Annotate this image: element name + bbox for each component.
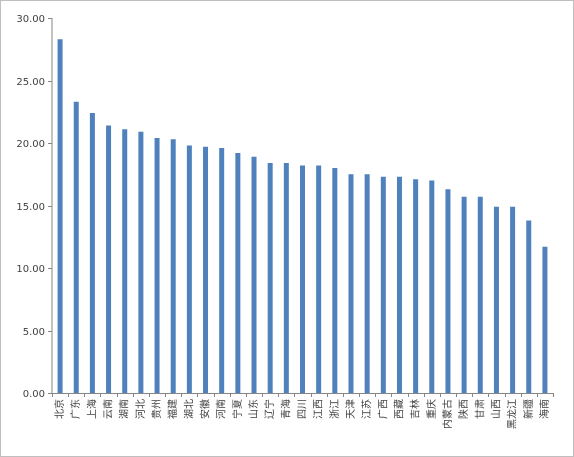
x-tick-label: 黑龙江 — [506, 399, 519, 429]
x-tick-label: 辽宁 — [263, 399, 276, 419]
x-tick-label: 海南 — [538, 399, 551, 419]
x-tick-label: 安徽 — [199, 399, 212, 419]
x-tick-label: 北京 — [53, 399, 66, 419]
bar — [380, 176, 386, 393]
bar — [477, 196, 483, 393]
bar — [445, 189, 451, 393]
x-tick-label: 江苏 — [360, 399, 373, 419]
bar — [332, 168, 338, 393]
bar — [429, 180, 435, 393]
bar — [348, 174, 354, 393]
x-tick-label: 河北 — [135, 399, 147, 419]
bar — [122, 129, 128, 393]
y-tick-label: 5.00 — [23, 327, 45, 338]
x-tick-label: 宁夏 — [231, 399, 244, 419]
x-tick-label: 吉林 — [409, 399, 422, 419]
x-tick-label: 新疆 — [522, 399, 535, 419]
bar — [542, 246, 548, 393]
x-tick-label: 内蒙古 — [441, 399, 454, 429]
y-tick-label: 15.00 — [16, 202, 45, 213]
x-tick-label: 青海 — [279, 399, 292, 419]
x-tick-label: 西藏 — [393, 399, 405, 419]
x-tick-label: 江西 — [313, 399, 325, 419]
y-tick-label: 0.00 — [23, 389, 45, 400]
bar — [170, 139, 176, 393]
x-tick-label: 重庆 — [425, 399, 438, 419]
x-tick-label: 上海 — [85, 399, 98, 419]
bar — [461, 196, 467, 393]
x-tick-label: 天津 — [345, 399, 357, 419]
bar — [267, 163, 273, 393]
x-axis: 北京 广东 上海 云南 湖南 河北 贵州 福建 湖北 安徽 河南 宁夏 山东 辽宁 青海 四川 江西 浙江 天津 江苏… — [52, 393, 554, 429]
bar — [396, 176, 402, 393]
bar — [510, 206, 516, 393]
y-tick-label: 30.00 — [16, 14, 45, 25]
x-tick-label: 云南 — [102, 399, 115, 419]
y-axis: 0.00 5.00 10.00 15.00 20.00 25.00 30.00 — [16, 14, 53, 400]
bar — [316, 165, 322, 393]
x-tick-label: 河南 — [215, 399, 228, 419]
bar — [57, 39, 63, 393]
x-tick-label: 甘肃 — [473, 399, 486, 419]
x-tick-label: 山西 — [490, 399, 502, 419]
x-tick-label: 山东 — [247, 399, 260, 419]
y-tick-label: 20.00 — [16, 139, 45, 150]
y-tick-label: 10.00 — [16, 264, 45, 275]
x-tick-label: 四川 — [298, 399, 309, 419]
x-tick-label: 福建 — [166, 399, 179, 419]
bar — [493, 206, 499, 393]
bar — [73, 101, 79, 393]
bar — [364, 174, 370, 393]
x-tick-label: 广西 — [377, 399, 389, 419]
y-tick-label: 25.00 — [16, 77, 45, 88]
bar — [413, 179, 419, 393]
x-tick-label: 湖南 — [118, 399, 131, 419]
bar — [300, 165, 305, 393]
x-tick-label: 贵州 — [150, 399, 163, 419]
x-tick-label: 湖北 — [183, 399, 195, 419]
bar — [235, 153, 241, 393]
x-tick-label: 浙江 — [329, 399, 341, 419]
bar — [154, 138, 160, 393]
bar — [89, 113, 95, 393]
bar — [219, 148, 225, 393]
bar — [251, 156, 257, 393]
bar — [283, 163, 289, 393]
bar — [138, 131, 144, 393]
bars — [57, 39, 548, 393]
x-tick-label: 陕西 — [457, 399, 470, 419]
bar — [203, 146, 209, 393]
bar — [526, 220, 532, 393]
x-tick-label: 广东 — [69, 399, 82, 419]
bar — [186, 145, 192, 393]
bar — [106, 125, 112, 393]
